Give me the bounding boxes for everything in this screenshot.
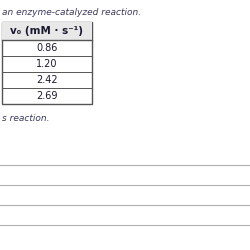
Bar	[2, 22, 92, 104]
Text: an enzyme-catalyzed reaction.: an enzyme-catalyzed reaction.	[2, 8, 141, 17]
Text: s reaction.: s reaction.	[2, 114, 50, 123]
Text: 0.86: 0.86	[36, 43, 58, 53]
Text: 1.20: 1.20	[36, 59, 58, 69]
Text: 2.42: 2.42	[36, 75, 58, 85]
Bar	[2, 22, 92, 40]
Text: 2.69: 2.69	[36, 91, 58, 101]
Text: v₀ (mM · s⁻¹): v₀ (mM · s⁻¹)	[10, 26, 84, 36]
